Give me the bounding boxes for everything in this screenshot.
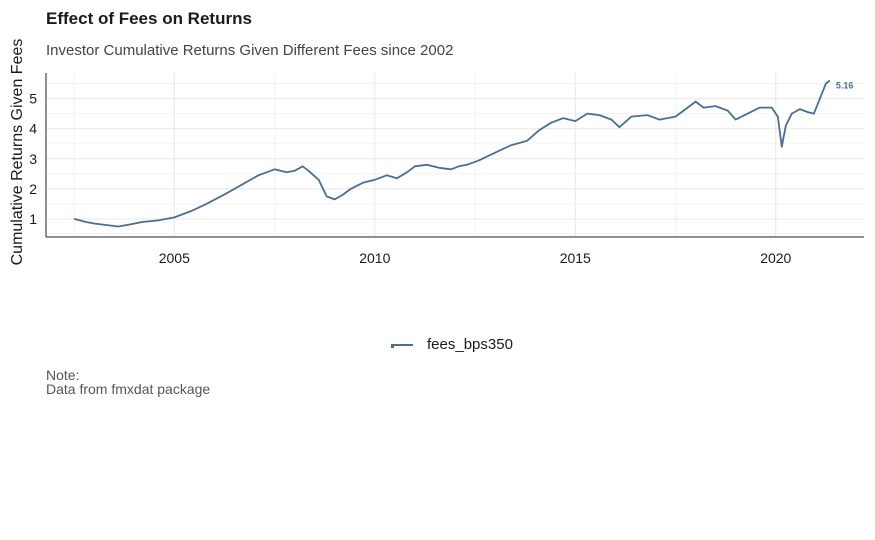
legend: fees_bps350	[389, 336, 513, 353]
y-tick-label: 2	[29, 181, 37, 197]
x-tick-label: 2020	[760, 250, 791, 266]
caption: Note: Data from fmxdat package	[46, 368, 210, 396]
chart-subtitle: Investor Cumulative Returns Given Differ…	[46, 42, 454, 59]
end-value-label: 5.16	[836, 81, 854, 91]
y-tick-label: 3	[29, 151, 37, 167]
line-chart: 1 2 3 4 5 2005 2010 2015 2020 5.16	[29, 73, 864, 266]
x-tick-label: 2005	[159, 250, 190, 266]
legend-label: fees_bps350	[427, 336, 513, 353]
x-tick-label: 2010	[359, 250, 390, 266]
y-tick-label: 5	[29, 91, 37, 107]
y-tick-label: 4	[29, 121, 37, 137]
chart-title: Effect of Fees on Returns	[46, 9, 252, 28]
caption-note: Note:	[46, 367, 80, 383]
legend-key-icon	[389, 338, 415, 352]
x-tick-label: 2015	[560, 250, 591, 266]
caption-source: Data from fmxdat package	[46, 381, 211, 397]
y-tick-label: 1	[29, 211, 37, 227]
series-line-fees_bps350	[73, 79, 831, 228]
